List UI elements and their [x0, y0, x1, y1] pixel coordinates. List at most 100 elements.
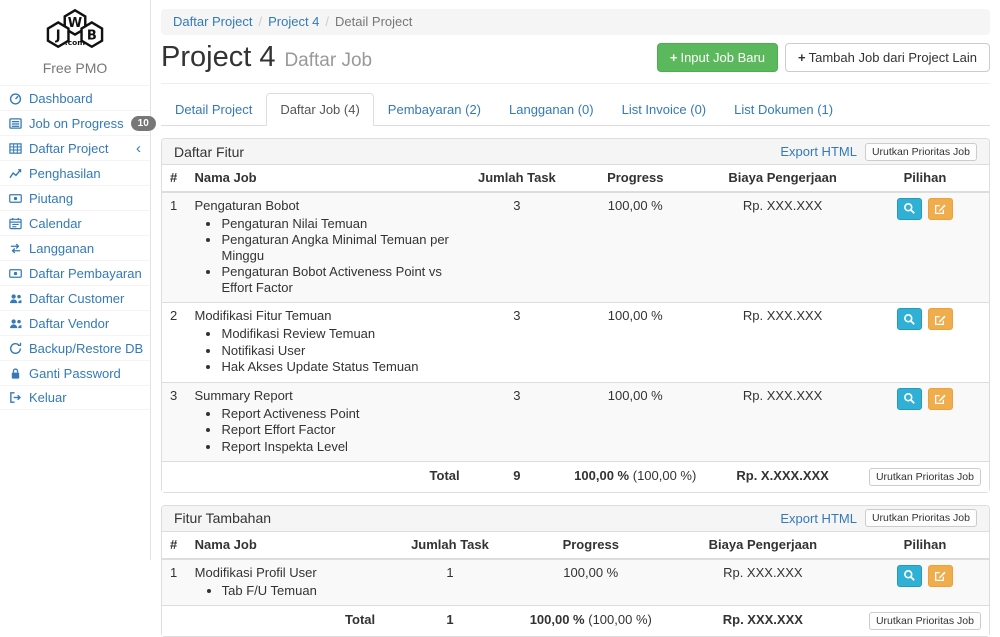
edit-icon: [934, 571, 946, 582]
sidebar-item-job-on-progress[interactable]: Job on Progress 10: [0, 110, 156, 135]
sidebar-item-keluar[interactable]: Keluar: [0, 385, 150, 410]
jumlah-task-value: 3: [513, 308, 521, 324]
sidebar-item-daftar-pembayaran[interactable]: Daftar Pembayaran: [0, 260, 150, 285]
sidebar-item-piutang[interactable]: Piutang: [0, 185, 150, 210]
lock-icon: [11, 367, 20, 379]
urutkan-prioritas-job-button[interactable]: Urutkan Prioritas Job: [868, 467, 981, 486]
table-icon: [9, 142, 22, 154]
edit-icon: [934, 315, 946, 325]
edit-job-button[interactable]: [927, 308, 953, 331]
col-jumlah-task: Jumlah Task: [467, 165, 567, 193]
repeat-icon: [10, 243, 21, 253]
sidebar-item-daftar-customer[interactable]: Daftar Customer: [0, 285, 150, 310]
sidebar-item-label: Job on Progress: [29, 115, 124, 131]
sidebar-item-daftar-vendor[interactable]: Daftar Vendor: [0, 310, 150, 335]
breadcrumb-project-4[interactable]: Project 4: [268, 14, 320, 29]
sidebar-item-dashboard[interactable]: Dashboard: [0, 85, 150, 110]
tab-bar: Detail Project Daftar Job (4) Pembayaran…: [161, 93, 990, 126]
sign-out-icon: [10, 392, 21, 403]
export-html-link[interactable]: Export HTML: [780, 510, 857, 526]
svg-text:J: J: [55, 28, 61, 43]
panel-fitur-tambahan: Fitur Tambahan Export HTML Urutkan Prior…: [161, 504, 990, 637]
col-num: #: [162, 531, 187, 560]
biaya-value: Rp. XXX.XXX: [742, 387, 823, 403]
export-html-link[interactable]: Export HTML: [780, 144, 857, 159]
tab-langganan[interactable]: Langganan (0): [509, 102, 594, 117]
row-number: 1: [170, 197, 178, 213]
panel-daftar-fitur: Daftar Fitur Export HTML Urutkan Priorit…: [161, 138, 990, 493]
sidebar-item-ganti-password[interactable]: Ganti Password: [0, 360, 150, 385]
tab-daftar-job[interactable]: Daftar Job (4): [266, 93, 374, 126]
page-subtitle: Daftar Job: [284, 50, 373, 71]
urutkan-prioritas-job-button[interactable]: Urutkan Prioritas Job: [864, 142, 977, 161]
col-jumlah-task: Jumlah Task: [383, 531, 517, 560]
sidebar: W J B .com Free PMO Dashboard Job on Pro…: [0, 0, 156, 560]
breadcrumb-detail-project: Detail Project: [319, 14, 412, 29]
sidebar-item-label: Calendar: [29, 215, 82, 231]
refresh-icon: [10, 342, 22, 354]
table-row: 2 Modifikasi Fitur Temuan Modifikasi Rev…: [162, 302, 989, 382]
fitur-tambahan-table: # Nama Job Jumlah Task Progress Biaya Pe…: [162, 531, 989, 636]
table-header-row: # Nama Job Jumlah Task Progress Biaya Pe…: [162, 165, 989, 193]
sidebar-item-label: Ganti Password: [29, 365, 121, 381]
col-biaya-pengerjaan: Biaya Pengerjaan: [704, 165, 861, 193]
svg-text:B: B: [87, 28, 97, 43]
urutkan-prioritas-job-button[interactable]: Urutkan Prioritas Job: [868, 611, 981, 630]
job-subitem: Pengaturan Angka Minimal Temuan per Ming…: [221, 232, 459, 264]
sidebar-item-daftar-project[interactable]: Daftar Project ‹: [0, 135, 150, 160]
urutkan-prioritas-job-button[interactable]: Urutkan Prioritas Job: [864, 509, 977, 528]
col-nama-job: Nama Job: [186, 165, 468, 193]
total-tasks: 1: [446, 611, 454, 627]
table-total-row: Total 1 100,00 % (100,00 %) Rp. XXX.XXX …: [162, 605, 989, 636]
breadcrumb: Daftar Project Project 4Detail Project: [161, 9, 990, 35]
plus-icon: +: [669, 50, 678, 65]
job-subitem: Hak Akses Update Status Temuan: [221, 359, 459, 376]
app-logo[interactable]: W J B .com: [0, 0, 150, 56]
users-icon: [9, 293, 22, 303]
total-progress: 100,00 % (100,00 %): [529, 611, 652, 627]
col-biaya-pengerjaan: Biaya Pengerjaan: [664, 531, 861, 560]
edit-job-button[interactable]: [927, 387, 953, 410]
progress-value: 100,00 %: [607, 197, 663, 213]
view-job-button[interactable]: [897, 387, 923, 410]
jumlah-task-value: 1: [446, 564, 454, 580]
tasks-icon: [9, 117, 22, 129]
sidebar-item-label: Dashboard: [29, 90, 93, 106]
edit-job-button[interactable]: [927, 564, 953, 587]
view-job-button[interactable]: [897, 197, 923, 220]
tab-pembayaran[interactable]: Pembayaran (2): [387, 102, 482, 117]
sidebar-item-label: Daftar Pembayaran: [29, 265, 142, 281]
sidebar-item-calendar[interactable]: Calendar: [0, 210, 150, 235]
row-number: 1: [170, 564, 178, 580]
job-subitem: Pengaturan Bobot Activeness Point vs Eff…: [221, 264, 459, 296]
sidebar-item-penghasilan[interactable]: Penghasilan: [0, 160, 150, 185]
view-job-button[interactable]: [897, 308, 923, 331]
tab-list-dokumen[interactable]: List Dokumen (1): [734, 102, 834, 117]
chevron-left-icon: ‹: [136, 139, 141, 157]
tab-list-invoice[interactable]: List Invoice (0): [621, 102, 707, 117]
jumlah-task-value: 3: [513, 387, 521, 403]
sidebar-item-label: Daftar Customer: [29, 290, 125, 306]
progress-value: 100,00 %: [563, 564, 619, 580]
sidebar-item-label: Backup/Restore DB: [29, 340, 144, 356]
breadcrumb-daftar-project[interactable]: Daftar Project: [173, 14, 253, 29]
daftar-fitur-table: # Nama Job Jumlah Task Progress Biaya Pe…: [162, 165, 989, 492]
job-name: Summary Report: [194, 387, 293, 403]
edit-job-button[interactable]: [927, 197, 953, 220]
total-biaya: Rp. X.XXX.XXX: [736, 467, 829, 483]
sidebar-item-backup-restore-db[interactable]: Backup/Restore DB: [0, 335, 150, 360]
input-job-baru-button[interactable]: + Input Job Baru: [656, 43, 779, 72]
job-subitems: Report Activeness Point Report Effort Fa…: [194, 405, 459, 455]
search-icon: [904, 313, 915, 325]
tambah-job-dari-project-lain-button[interactable]: + Tambah Job dari Project Lain: [785, 43, 990, 72]
view-job-button[interactable]: [897, 564, 923, 587]
col-pilihan: Pilihan: [860, 531, 989, 560]
job-subitem: Modifikasi Review Temuan: [221, 326, 459, 343]
page-header: Project 4 Daftar Job + Input Job Baru + Ta…: [161, 35, 990, 84]
tab-detail-project[interactable]: Detail Project: [175, 102, 253, 117]
sidebar-item-langganan[interactable]: Langganan: [0, 235, 150, 260]
page-title: Project 4: [161, 41, 276, 73]
sidebar-item-label: Daftar Project: [29, 140, 109, 156]
total-tasks: 9: [513, 467, 521, 483]
sidebar-item-label: Daftar Vendor: [29, 315, 110, 331]
